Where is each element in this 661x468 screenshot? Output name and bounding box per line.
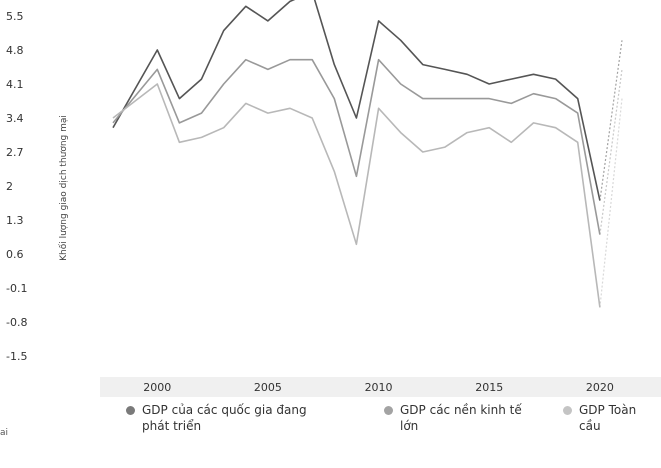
y-tick-label: -0.1 bbox=[6, 282, 27, 295]
y-axis-label: Khối lượng giao dịch thương mại bbox=[58, 115, 69, 261]
x-tick-label: 2020 bbox=[586, 381, 614, 394]
legend-item-developing[interactable]: GDP của các quốc gia đang phát triển bbox=[126, 402, 307, 434]
y-tick-label: -1.5 bbox=[6, 350, 27, 363]
series-lines bbox=[112, 0, 623, 308]
y-tick-label: 2 bbox=[6, 180, 13, 193]
legend-item-major-economies[interactable]: GDP các nền kinh tế lớn bbox=[384, 402, 522, 434]
x-tick-label: 2005 bbox=[254, 381, 282, 394]
y-axis: 5.5 4.8 4.1 3.4 2.7 2 1.3 0.6 -0.1 -0.8 -1.5 bbox=[6, 10, 27, 363]
y-tick-label: 1.3 bbox=[6, 214, 24, 227]
series-tail-0 bbox=[599, 40, 623, 201]
series-tail-1 bbox=[599, 69, 623, 235]
series-tail-2 bbox=[599, 98, 623, 308]
edge-text: ai bbox=[0, 428, 9, 438]
y-tick-label: -0.8 bbox=[6, 316, 27, 329]
y-tick-label: 4.8 bbox=[6, 44, 24, 57]
x-axis: 2000 2005 2010 2015 2020 bbox=[143, 381, 614, 394]
x-axis-band bbox=[100, 377, 661, 397]
y-tick-label: 3.4 bbox=[6, 112, 24, 125]
legend-label-major-economies: GDP các nền kinh tế lớn bbox=[400, 403, 522, 433]
y-tick-label: 4.1 bbox=[6, 78, 24, 91]
legend-label-developing: GDP của các quốc gia đang phát triển bbox=[142, 403, 307, 433]
series-line-0 bbox=[112, 0, 601, 201]
legend-dot-major-economies bbox=[384, 406, 393, 415]
x-tick-label: 2010 bbox=[365, 381, 393, 394]
series-line-1 bbox=[112, 58, 601, 235]
legend-dot-developing bbox=[126, 406, 135, 415]
legend-dot-global bbox=[563, 406, 572, 415]
series-line-2 bbox=[112, 83, 601, 308]
legend-item-global[interactable]: GDP Toàn cầu bbox=[563, 402, 636, 434]
y-tick-label: 0.6 bbox=[6, 248, 24, 261]
x-tick-label: 2015 bbox=[475, 381, 503, 394]
x-tick-label: 2000 bbox=[143, 381, 171, 394]
y-tick-label: 5.5 bbox=[6, 10, 24, 23]
legend: GDP của các quốc gia đang phát triển GDP … bbox=[126, 402, 661, 468]
legend-label-global: GDP Toàn cầu bbox=[579, 403, 637, 433]
y-tick-label: 2.7 bbox=[6, 146, 24, 159]
